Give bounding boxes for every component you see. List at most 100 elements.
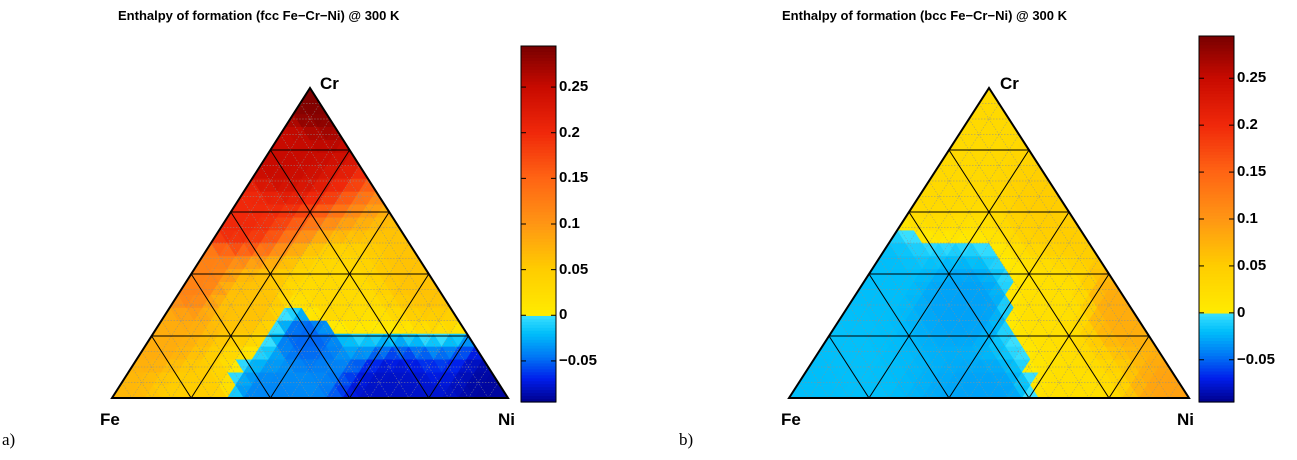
colorbar-segment (1199, 356, 1234, 360)
grid-line-fine (818, 351, 850, 399)
grid-line-fine (1148, 366, 1170, 399)
colorbar-segment (521, 126, 556, 130)
colorbar-segment (1199, 36, 1234, 40)
colorbar-segment (521, 298, 556, 302)
colorbar-segment (1199, 212, 1234, 217)
grid-line-major (868, 273, 950, 399)
colorbar-segment (521, 241, 556, 246)
colorbar-segment (1199, 78, 1234, 83)
colorbar-segment (521, 140, 556, 145)
colorbar-segment (521, 215, 556, 219)
colorbar-tick-label: −0.05 (559, 351, 597, 369)
heatmap-cell (301, 87, 319, 102)
colorbar-segment (521, 277, 556, 281)
colorbar-segment (1199, 234, 1234, 238)
colorbar-segment (1199, 45, 1234, 49)
colorbar-segment (521, 135, 556, 139)
colorbar-segment (1199, 304, 1234, 309)
colorbar-segment (521, 348, 556, 353)
colorbar-segment (1199, 60, 1234, 65)
colorbar-segment (1199, 72, 1234, 77)
colorbar-segment (1199, 185, 1234, 190)
grid-line-fine (210, 242, 311, 399)
colorbar-segment (1199, 392, 1234, 397)
colorbar-segment (1199, 54, 1234, 58)
heatmap-cell (980, 87, 998, 102)
grid-line-major (349, 273, 430, 399)
colorbar-segment (1199, 328, 1234, 333)
colorbar-segment (1199, 380, 1234, 385)
colorbar-segment (521, 295, 556, 299)
grid-line-fine (200, 258, 291, 399)
grid-line-major (948, 211, 1070, 399)
colorbar-segment (521, 54, 556, 59)
colorbar-segment (1199, 57, 1234, 61)
colorbar-segment (521, 87, 556, 92)
grid-line-fine (798, 382, 810, 399)
colorbar-segment (1199, 158, 1234, 162)
colorbar-segment (1199, 219, 1234, 223)
colorbar-segment (521, 247, 556, 252)
colorbar-segment (1199, 136, 1234, 141)
panel-label-a: a) (2, 430, 16, 449)
colorbar-segment (521, 336, 556, 341)
grid-line-fine (958, 134, 1130, 399)
colorbar-segment (521, 363, 556, 367)
colorbar-segment (521, 120, 556, 124)
colorbar-segment (521, 114, 556, 118)
grid-line-fine (299, 103, 489, 399)
colorbar-segment (521, 179, 556, 184)
grid-line-fine (988, 242, 1090, 399)
colorbar-segment (1199, 222, 1234, 226)
colorbar-segment (521, 253, 556, 258)
colorbar-segment (521, 232, 556, 237)
colorbar-segment (521, 72, 556, 77)
colorbar-tick-label: 0.15 (559, 169, 589, 187)
colorbar-segment (521, 209, 556, 213)
colorbar-segment (1199, 341, 1234, 345)
colorbar-segment (521, 111, 556, 115)
colorbar-tick-label: −0.05 (1237, 350, 1275, 368)
colorbar-segment (521, 292, 556, 296)
colorbar-segment (1199, 398, 1234, 403)
colorbar-segment (521, 117, 556, 121)
colorbar-segment (521, 342, 556, 347)
grid-line-major (269, 211, 390, 399)
chart-title-fcc: Enthalpy of formation (fcc Fe−Cr−Ni) @ 3… (118, 8, 400, 23)
colorbar-segment (1199, 194, 1234, 199)
colorbar-segment (1199, 87, 1234, 92)
grid-line-fine (131, 103, 321, 399)
colorbar-tick-label: 0.05 (1237, 256, 1267, 274)
colorbar-segment (521, 137, 556, 142)
colorbar-segment (1199, 133, 1234, 138)
colorbar-segment (1199, 350, 1234, 354)
colorbar-segment (521, 235, 556, 240)
grid-line-fine (408, 320, 459, 399)
colorbar-segment (521, 313, 556, 317)
colorbar-segment (1199, 270, 1234, 275)
colorbar-segment (1199, 371, 1234, 376)
colorbar-segment (521, 60, 556, 65)
colorbar-tick-label: 0.25 (559, 78, 589, 96)
colorbar-segment (1199, 48, 1234, 52)
grid-line-fine (289, 227, 400, 399)
grid-line-fine (1128, 351, 1160, 399)
grid-line-fine (468, 366, 489, 399)
colorbar-segment (1199, 359, 1234, 363)
colorbar-segment (1199, 249, 1234, 254)
colorbar-segment (521, 63, 556, 68)
colorbar-segment (521, 229, 556, 234)
colorbar-segment (1199, 63, 1234, 68)
colorbar-segment (521, 146, 556, 151)
grid-line-fine (210, 165, 360, 399)
colorbar-tick-label: 0.05 (559, 260, 589, 278)
colorbar-segment (521, 375, 556, 379)
colorbar-segment (1199, 170, 1234, 174)
colorbar-segment (1199, 276, 1234, 281)
grid-line-fine (230, 180, 370, 399)
colorbar-segment (521, 149, 556, 154)
colorbar-segment (1199, 151, 1234, 156)
grid-line-major (1108, 335, 1150, 399)
grid-line-fine (968, 227, 1080, 399)
colorbar-segment (521, 221, 556, 225)
